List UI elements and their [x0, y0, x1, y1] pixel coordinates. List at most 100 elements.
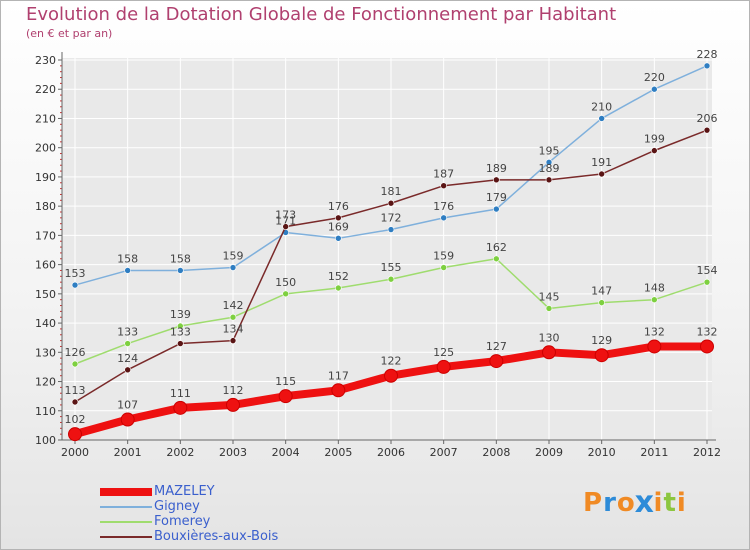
data-label: 111	[170, 387, 191, 400]
data-label: 220	[644, 71, 665, 84]
data-point	[124, 340, 131, 347]
data-label: 129	[591, 334, 612, 347]
data-point	[71, 281, 79, 289]
y-tick-label: 130	[35, 346, 56, 359]
data-point	[436, 359, 451, 374]
data-point	[440, 182, 447, 189]
data-point	[387, 275, 395, 283]
data-label: 152	[328, 270, 349, 283]
data-label: 155	[381, 261, 402, 274]
data-point	[703, 126, 711, 134]
data-label: 113	[65, 384, 86, 397]
data-label: 171	[275, 214, 296, 227]
data-point	[703, 278, 711, 286]
legend-swatch	[100, 487, 152, 496]
data-point	[493, 176, 500, 184]
logo-letter: r	[603, 488, 617, 518]
data-point	[700, 339, 714, 354]
data-point	[489, 354, 504, 369]
logo-letter: P	[583, 488, 604, 518]
y-tick-label: 140	[35, 317, 56, 330]
data-point	[598, 115, 605, 122]
data-point	[542, 345, 556, 360]
x-tick-label: 2006	[377, 446, 405, 459]
data-label: 153	[65, 267, 86, 280]
x-tick-label: 2004	[272, 446, 300, 459]
data-point	[331, 383, 346, 398]
data-point	[545, 159, 553, 166]
logo-letter: i	[653, 488, 664, 518]
data-point	[71, 360, 79, 368]
data-point	[177, 340, 184, 347]
data-label: 127	[486, 340, 507, 353]
logo-letter: t	[663, 488, 677, 518]
data-point	[173, 400, 188, 415]
data-label: 159	[433, 250, 454, 263]
x-tick-label: 2011	[640, 446, 668, 459]
data-point	[177, 267, 184, 274]
data-label: 130	[539, 331, 560, 344]
y-tick-label: 180	[35, 200, 56, 213]
y-tick-label: 170	[35, 229, 56, 242]
data-label: 181	[381, 185, 402, 198]
chart-subtitle: (en € et par an)	[26, 27, 113, 40]
data-label: 176	[328, 200, 349, 213]
x-tick-label: 2009	[535, 446, 563, 459]
data-label: 179	[486, 191, 507, 204]
data-point	[120, 412, 135, 427]
data-label: 125	[433, 346, 454, 359]
data-point	[71, 398, 79, 406]
chart-legend: MAZELEY Gigney Fomerey Bouxières-aux-Bois	[100, 484, 278, 544]
data-label: 169	[328, 220, 349, 233]
data-label: 107	[117, 399, 138, 412]
x-tick-label: 2001	[114, 446, 142, 459]
data-label: 134	[223, 323, 244, 336]
data-label: 158	[170, 252, 191, 265]
data-label: 117	[328, 369, 349, 382]
data-label: 139	[170, 308, 191, 321]
data-point	[493, 205, 500, 213]
x-tick-label: 2012	[693, 446, 721, 459]
legend-swatch	[100, 520, 152, 523]
x-tick-label: 2010	[588, 446, 616, 459]
data-point	[335, 284, 342, 292]
x-tick-label: 2000	[61, 446, 89, 459]
data-label: 210	[591, 100, 612, 113]
data-label: 147	[591, 285, 612, 298]
data-label: 199	[644, 133, 665, 146]
legend-item: Bouxières-aux-Bois	[100, 529, 278, 544]
legend-item: MAZELEY	[100, 484, 278, 499]
data-label: 142	[223, 299, 244, 312]
y-tick-label: 190	[35, 171, 56, 184]
data-point	[545, 176, 553, 184]
data-label: 148	[644, 282, 665, 295]
data-point	[229, 264, 237, 271]
data-label: 195	[539, 144, 560, 157]
logo-letter: o	[616, 488, 636, 518]
data-point	[545, 305, 553, 312]
legend-item: Gigney	[100, 499, 278, 514]
logo-letter: i	[676, 488, 687, 518]
series-mazeley: 102 107 111 112 115 117 122 125 127 130 129 132 132	[65, 325, 718, 442]
data-label: 189	[486, 162, 507, 175]
series-fomerey: 126 133 139 142 150 152 155 159 162 145 147 148 154	[65, 241, 718, 368]
data-point	[440, 214, 447, 222]
data-label: 206	[697, 112, 718, 125]
y-tick-label: 120	[35, 376, 56, 389]
data-point	[335, 235, 342, 242]
data-point	[124, 366, 131, 374]
data-point	[647, 339, 662, 354]
legend-label: Gigney	[154, 499, 200, 514]
legend-label: Bouxières-aux-Bois	[154, 529, 279, 544]
data-label: 159	[223, 250, 244, 263]
data-label: 176	[433, 200, 454, 213]
data-point	[440, 264, 447, 271]
data-label: 189	[539, 162, 560, 175]
legend-swatch	[100, 505, 152, 508]
data-label: 150	[275, 276, 296, 289]
data-label: 133	[117, 326, 138, 339]
x-tick-label: 2008	[482, 446, 510, 459]
y-tick-label: 160	[35, 259, 56, 272]
x-tick-label: 2007	[430, 446, 458, 459]
